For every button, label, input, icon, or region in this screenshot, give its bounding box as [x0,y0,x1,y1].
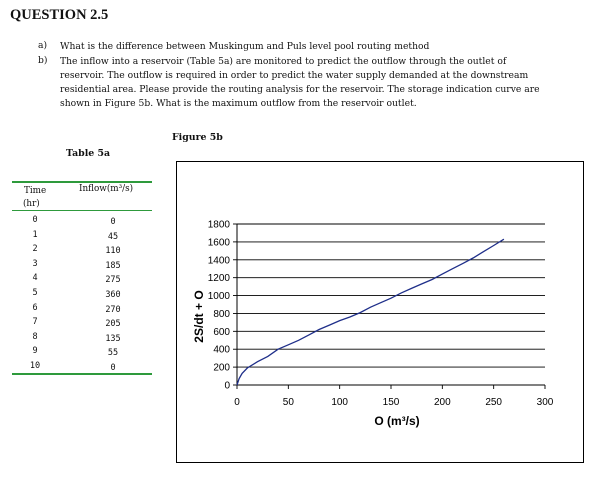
y-tick-label: 800 [213,309,230,320]
time-cell: 7 [32,317,38,328]
table-top-rule [12,181,152,183]
time-cell: 0 [32,215,38,225]
y-tick-label: 1000 [208,291,231,302]
table-header-rule [12,210,152,211]
x-tick-label: 200 [434,397,451,408]
time-cell: 2 [32,244,38,255]
time-cell: 1 [32,229,38,240]
figure-frame [176,161,584,463]
part-b-line-1: The inflow into a reservoir (Table 5a) a… [60,56,507,67]
figure-title: Figure 5b [172,132,223,143]
x-axis-title: O (m³/s) [374,414,419,428]
x-tick-label: 100 [331,397,348,408]
inflow-cell: 45 [107,231,119,242]
inflow-cell: 185 [105,260,121,271]
x-tick-label: 250 [485,397,502,408]
time-cell: 4 [32,273,38,284]
inflow-cell: 110 [105,246,121,257]
inflow-cell: 360 [105,290,121,300]
y-tick-label: 1200 [208,273,231,284]
part-a-label: a) [38,40,48,51]
y-tick-label: 0 [224,381,230,392]
y-tick-label: 400 [213,345,230,356]
question-title: QUESTION 2.5 [10,7,109,23]
inflow-cell: 135 [105,333,121,344]
y-tick-label: 1600 [208,237,231,248]
inflow-cell: 270 [105,304,121,315]
storage-indication-line [236,238,505,386]
inflow-cell: 55 [107,348,119,359]
part-a-text: What is the difference between Muskingum… [60,41,430,52]
y-tick-label: 1400 [208,255,231,266]
x-tick-label: 300 [537,397,554,408]
inflow-cell: 0 [110,217,116,227]
time-cell: 9 [32,346,38,357]
time-cell: 3 [32,258,38,269]
y-tick-label: 600 [213,327,230,338]
inflow-cell: 275 [105,275,121,286]
part-b-line-3: residential area. Please provide the rou… [60,84,540,95]
time-cell: 10 [29,361,41,371]
time-unit-header: (hr) [23,199,40,209]
part-b-line-2: reservoir. The outflow is required in or… [60,70,529,81]
x-tick-label: 0 [234,397,240,408]
y-axis-title: 2S/dt + O [192,290,206,342]
table-title: Table 5a [66,148,111,159]
table-bottom-rule [12,373,152,375]
x-tick-label: 150 [383,397,400,408]
time-header: Time [24,186,47,196]
y-tick-label: 1800 [208,220,231,231]
part-b-label: b) [38,55,48,66]
time-cell: 8 [32,331,38,342]
inflow-cell: 0 [110,363,116,373]
time-cell: 6 [32,302,38,313]
inflow-header: Inflow(m³/s) [79,184,134,194]
inflow-cell: 205 [105,319,121,330]
part-b-line-4: shown in Figure 5b. What is the maximum … [60,98,417,109]
x-tick-label: 50 [283,397,295,408]
y-tick-label: 200 [213,363,230,374]
time-cell: 5 [32,288,38,298]
